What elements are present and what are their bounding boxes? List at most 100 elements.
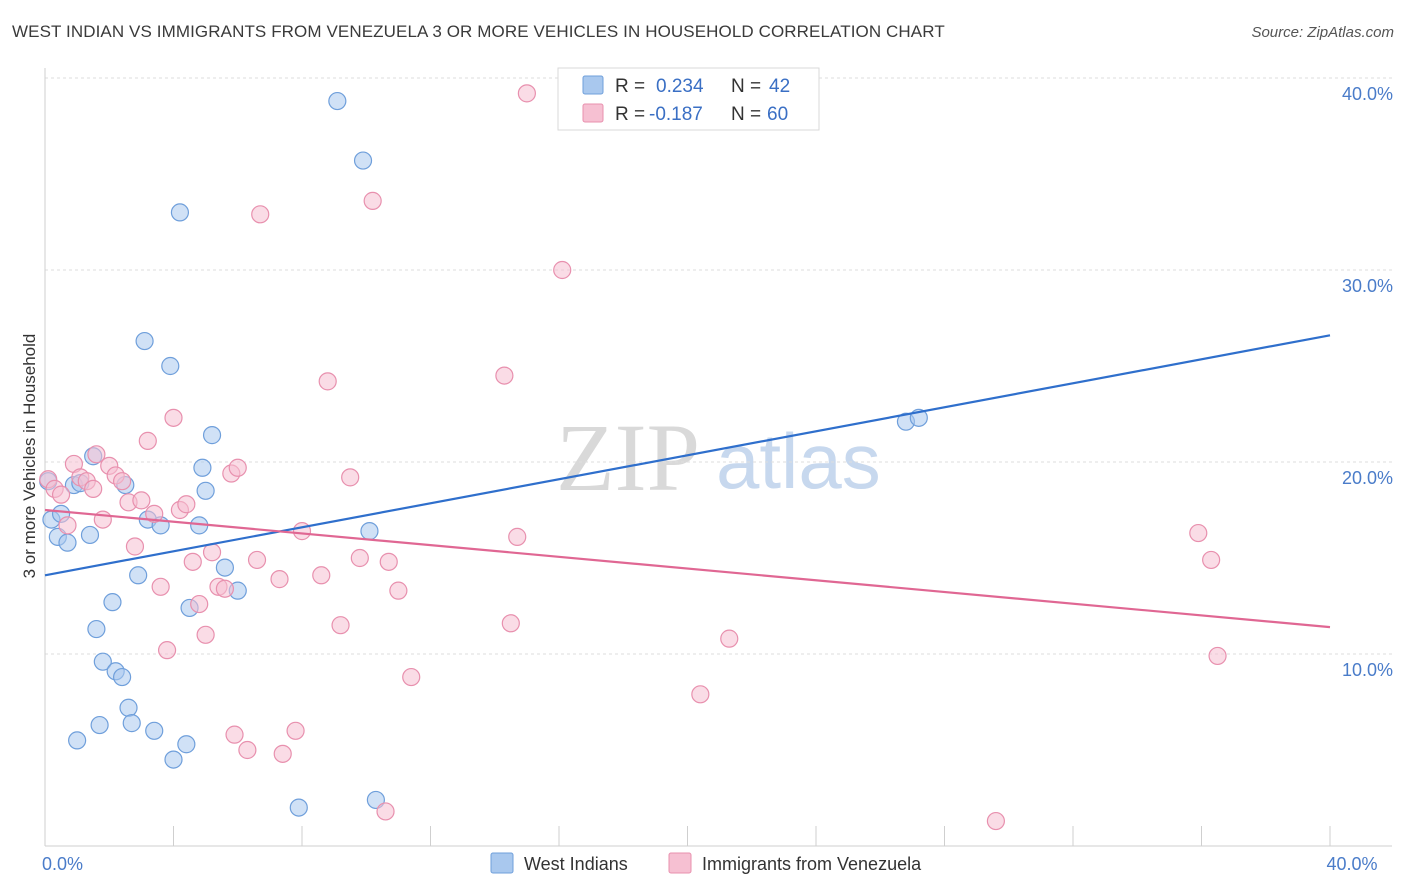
west-indians-point-15 [112,667,132,687]
y-tick-label-0: 10.0% [1342,660,1393,680]
venezuela-point-57 [1189,523,1208,543]
bottom-legend-swatch-west-indians [490,852,514,874]
venezuela-point-8 [87,445,106,464]
west-indians-point-12 [93,652,112,671]
west-indians-point-18 [122,714,141,733]
series-legend: West Indians Immigrants from Venezuela [490,852,922,874]
venezuela-point-20 [164,408,183,427]
legend-n-label-0: N = [731,76,761,97]
west-indians-point-17 [119,698,138,717]
venezuela-point-39 [312,566,331,585]
venezuela-point-58 [1202,550,1221,570]
venezuela-point-30 [228,458,247,477]
venezuela-point-34 [251,205,270,224]
west-indians-point-6 [68,731,87,750]
west-indians-point-11 [90,715,109,735]
venezuela-point-14 [125,537,145,556]
x-ticks [44,826,1331,846]
legend-r-label-1: R = [615,104,645,125]
gridlines [45,77,1392,655]
venezuela-point-32 [238,740,257,760]
y-tick-label-1: 20.0% [1342,468,1393,488]
x-tick-labels: 0.0% 40.0% [42,854,1378,874]
legend-n-value-1: 60 [767,104,788,125]
legend-r-value-1: -0.187 [649,104,703,125]
west-indians-point-35 [328,91,347,111]
y-axis-title: 3 or more Vehicles in Household [20,334,39,579]
chart-title: WEST INDIAN VS IMMIGRANTS FROM VENEZUELA… [12,22,945,41]
x-tick-label-1: 40.0% [1326,854,1377,874]
west-indians-point-26 [170,203,190,222]
west-indians-point-27 [177,735,196,754]
venezuela-point-17 [145,504,164,523]
west-indians-point-31 [196,481,215,500]
west-indians-point-10 [87,619,106,639]
bottom-legend-label-venezuela: Immigrants from Venezuela [702,854,922,874]
watermark-atlas: atlas [716,417,881,505]
west-indians-point-36 [353,151,373,170]
venezuela-point-47 [389,581,408,600]
venezuela-point-53 [553,260,572,280]
y-tick-labels: 10.0% 20.0% 30.0% 40.0% [1342,84,1393,680]
venezuela-point-50 [501,614,520,633]
venezuela-point-44 [363,191,382,210]
venezuela-point-35 [270,570,289,589]
west-indians-point-4 [58,533,77,552]
venezuela-point-59 [1208,646,1227,666]
venezuela-trend-line [44,508,1331,629]
venezuela-point-48 [402,667,421,687]
legend-r-value-0: 0.234 [656,76,704,97]
legend-swatch-venezuela [582,103,604,123]
venezuela-point-12 [112,472,132,491]
bottom-legend-label-west-indians: West Indians [524,854,628,874]
venezuela-point-51 [508,527,527,546]
venezuela-point-55 [720,629,739,648]
legend-n-label-1: N = [731,104,761,125]
west-indians-point-13 [103,593,122,612]
venezuela-point-25 [196,625,215,644]
y-tick-label-3: 40.0% [1342,84,1393,104]
venezuela-point-7 [84,479,103,498]
venezuela-point-43 [350,548,369,568]
west-indians-point-24 [161,356,180,376]
venezuela-point-46 [379,552,398,571]
venezuela-point-36 [273,744,292,763]
venezuela-point-33 [247,550,267,570]
stats-legend: R = 0.234 N = 42 R = -0.187 N = 60 [557,67,820,131]
venezuela-point-45 [376,802,395,821]
venezuela-point-28 [215,579,234,598]
x-tick-label-0: 0.0% [42,854,83,874]
west-indians-point-33 [215,558,234,577]
venezuela-point-37 [286,721,305,740]
legend-n-value-0: 42 [769,76,790,97]
venezuela-point-49 [495,366,514,385]
west-indians-point-19 [129,566,148,585]
venezuela-point-52 [517,84,536,103]
venezuela-point-42 [341,468,360,487]
venezuela-point-23 [183,552,202,571]
venezuela-point-15 [132,491,151,510]
venezuela-point-22 [177,495,196,514]
source-label: Source: ZipAtlas.com [1251,24,1394,41]
venezuela-point-31 [225,725,244,744]
venezuela-point-19 [157,641,177,660]
west-indians-point-32 [202,426,222,445]
venezuela-point-16 [138,431,157,450]
west-indians-point-30 [193,458,212,477]
west-indians-point-8 [80,525,100,545]
series-venezuela-points [39,84,1227,831]
venezuela-point-2 [51,485,71,504]
axes [44,68,1392,847]
legend-swatch-west-indians [582,75,604,95]
west-indians-point-25 [164,750,183,769]
venezuela-point-24 [190,594,209,614]
west-indians-point-37 [360,522,379,541]
west-indians-point-20 [135,331,154,351]
venezuela-point-54 [691,685,710,704]
west-indians-point-22 [145,721,164,740]
y-tick-label-2: 30.0% [1342,276,1393,296]
venezuela-point-18 [151,577,170,596]
venezuela-point-40 [318,372,337,391]
west-indians-trend-line [44,334,1331,577]
